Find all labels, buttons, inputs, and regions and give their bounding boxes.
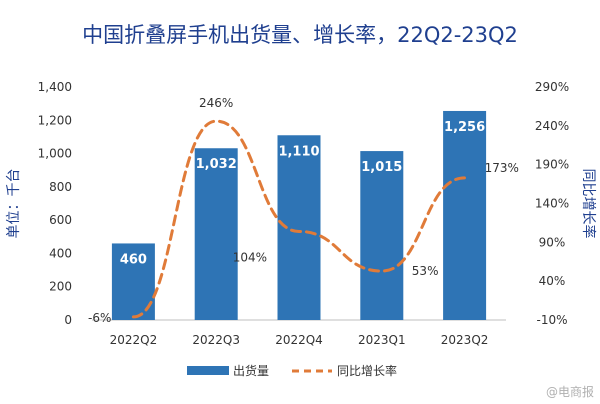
- bars: [111, 110, 487, 320]
- bar-value-label: 1,015: [361, 160, 402, 175]
- x-tick-label: 2022Q2: [110, 333, 158, 347]
- y2-tick-label: 90%: [539, 235, 566, 249]
- bar-value-label: 1,032: [196, 157, 237, 172]
- rate-value-label: 246%: [199, 96, 233, 110]
- y-tick-label: 200: [49, 280, 72, 294]
- y-tick-label: 800: [49, 180, 72, 194]
- y2-tick-label: 40%: [539, 274, 566, 288]
- y-tick-label: 1,200: [38, 113, 72, 127]
- rate-value-label: 104%: [233, 250, 267, 264]
- data-labels: 460 1,032 1,110 1,015 1,256 -6% 246% 104% 53% 173…: [88, 96, 519, 325]
- legend-label-bar: 出货量: [233, 363, 269, 378]
- rate-value-label: 173%: [485, 161, 519, 175]
- y-tick-label: 600: [49, 213, 72, 227]
- watermark-text: @电商报: [546, 384, 594, 399]
- rate-value-label: 53%: [412, 264, 439, 278]
- legend: 出货量 同比增长率: [187, 363, 397, 378]
- bar-2022Q3: [194, 148, 238, 320]
- x-tick-label: 2022Q3: [192, 333, 240, 347]
- y2-tick-label: 290%: [535, 80, 569, 94]
- axes: 0 200 400 600 800 1,000 1,200 1,400 -10% 40% 90% 14…: [6, 80, 597, 347]
- x-tick-label: 2022Q4: [275, 333, 323, 347]
- x-tick-label: 2023Q2: [441, 333, 489, 347]
- y2-axis-label: 同比增长率: [580, 169, 597, 239]
- rate-line-path: [131, 119, 467, 319]
- chart-title: 中国折叠屏手机出货量、增长率，22Q2-23Q2: [82, 23, 518, 47]
- y-tick-label: 1,400: [38, 80, 72, 94]
- bar-2023Q2: [443, 110, 487, 320]
- y-tick-label: 0: [64, 313, 72, 327]
- y-tick-label: 1,000: [38, 147, 72, 161]
- bar-2023Q1: [360, 151, 404, 320]
- bar-2022Q4: [277, 135, 321, 320]
- bar-value-label: 1,256: [444, 120, 485, 135]
- y2-tick-label: 140%: [535, 197, 569, 211]
- y-axis-label: 单位：千台: [6, 169, 22, 239]
- y2-tick-label: -10%: [536, 313, 567, 327]
- y2-tick-label: 190%: [535, 158, 569, 172]
- x-tick-label: 2023Q1: [358, 333, 406, 347]
- bar-value-label: 460: [120, 252, 147, 267]
- y-tick-label: 400: [49, 246, 72, 260]
- legend-label-line: 同比增长率: [337, 363, 397, 378]
- legend-swatch-bar: [187, 366, 229, 375]
- rate-value-label: -6%: [88, 311, 111, 325]
- bar-value-label: 1,110: [278, 144, 319, 159]
- y2-tick-label: 240%: [535, 119, 569, 133]
- rate-line: [131, 119, 467, 319]
